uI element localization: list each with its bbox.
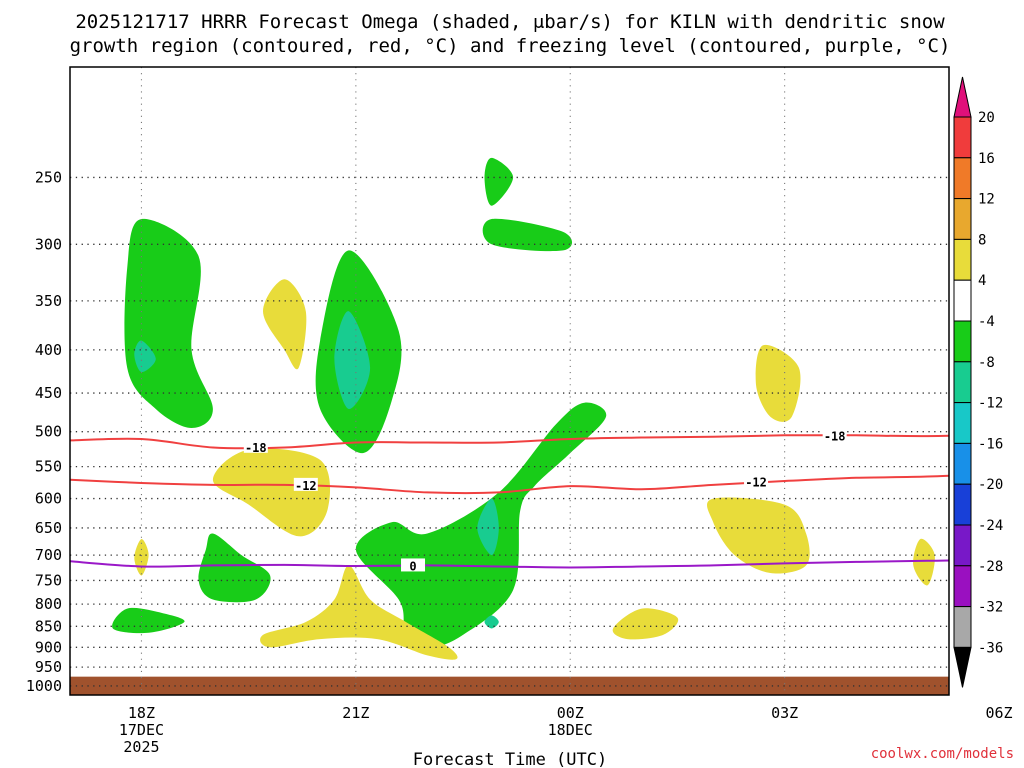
x-tick-18Z-line0: 18Z xyxy=(128,704,155,722)
y-tick-450: 450 xyxy=(35,384,62,402)
x-tick-00Z-line1: 18DEC xyxy=(548,721,593,739)
omega-region--4-12 xyxy=(198,533,271,603)
x-tick-18Z-line1: 17DEC xyxy=(119,721,164,739)
colorbar-swatch-2 xyxy=(953,198,972,240)
colorbar-label-16: 16 xyxy=(978,151,995,167)
omega-region--4-5 xyxy=(484,157,514,206)
omega-shading-layer xyxy=(112,157,935,660)
omega-region-4-17 xyxy=(612,608,679,640)
isotherm-label--18-0: -18 xyxy=(245,441,267,455)
y-axis-ticks: 250 300 350 400 450 500 550 600 650 700 750 800 850 9… xyxy=(26,168,62,694)
ground-surface xyxy=(70,676,949,695)
isotherm-layer: -18 -18 -12 -12 0 xyxy=(70,428,949,573)
colorbar-swatch-12 xyxy=(953,606,972,648)
colorbar-swatch-8 xyxy=(953,442,972,485)
omega-region--4-0 xyxy=(124,218,213,428)
colorbar-label--36: -36 xyxy=(978,640,1003,656)
isotherm-label-bg xyxy=(744,474,769,488)
omega-region--4-13 xyxy=(112,607,185,634)
x-tick-03Z-line0: 03Z xyxy=(771,704,798,722)
y-tick-300: 300 xyxy=(35,235,62,253)
isotherm-0 xyxy=(70,559,949,569)
colorbar-label-20: 20 xyxy=(978,110,995,126)
y-tick-350: 350 xyxy=(35,292,62,310)
isotherm-label-bg xyxy=(293,477,318,491)
plot-frame xyxy=(69,66,950,696)
x-tick-00Z-line0: 00Z xyxy=(557,704,584,722)
isotherm--18 xyxy=(70,434,949,450)
y-tick-500: 500 xyxy=(35,423,62,441)
colorbar-swatch-1 xyxy=(953,157,972,200)
colorbar-swatch-4 xyxy=(953,279,972,322)
omega-region--8-10 xyxy=(484,615,499,629)
isotherm-label--12-1: -12 xyxy=(745,476,767,490)
omega-region-4-11 xyxy=(260,565,458,660)
colorbar-label--24: -24 xyxy=(978,518,1003,534)
colorbar-swatch-6 xyxy=(953,361,972,404)
x-axis-ticks: 18Z17DEC202521Z00Z18DEC03Z06Z09Z xyxy=(119,704,1013,756)
omega-region--4-6 xyxy=(482,218,573,252)
colorbar-swatch-7 xyxy=(953,402,972,444)
plot-area: -18 -18 -12 -12 0 xyxy=(70,67,949,695)
y-tick-700: 700 xyxy=(35,546,62,564)
y-tick-550: 550 xyxy=(35,458,62,476)
y-tick-900: 900 xyxy=(35,638,62,656)
colorbar-swatch-10 xyxy=(953,524,972,567)
colorbar-swatch-0 xyxy=(953,116,972,159)
y-tick-400: 400 xyxy=(35,341,62,359)
y-tick-650: 650 xyxy=(35,519,62,537)
colorbar-label--16: -16 xyxy=(978,436,1003,452)
y-tick-1000: 1000 xyxy=(26,677,62,695)
isotherm-label-0-0: 0 xyxy=(409,559,416,573)
omega-region--8-9 xyxy=(477,498,499,556)
y-tick-250: 250 xyxy=(35,168,62,186)
chart-title-line2: growth region (contoured, red, °C) and f… xyxy=(70,35,951,57)
isotherm-label--12-0: -12 xyxy=(295,479,317,493)
x-axis-title: Forecast Time (UTC) xyxy=(413,750,607,768)
omega-region-4-15 xyxy=(755,344,801,422)
y-tick-800: 800 xyxy=(35,595,62,613)
x-tick-18Z-line2: 2025 xyxy=(123,738,159,756)
y-tick-750: 750 xyxy=(35,571,62,589)
colorbar-label-8: 8 xyxy=(978,232,986,248)
omega-region--8-1 xyxy=(134,340,156,373)
isotherm-label-bg xyxy=(243,439,268,453)
omega-region--8-4 xyxy=(334,311,371,410)
omega-region-4-2 xyxy=(263,279,307,370)
y-tick-850: 850 xyxy=(35,617,62,635)
colorbar-label-4: 4 xyxy=(978,273,986,289)
colorbar: 20 16 12 8 4 -4 -8 -12 -16 -20 -24 -28 -32 -36 xyxy=(953,76,1003,688)
colorbar-swatch-9 xyxy=(953,483,972,526)
isotherm-label--18-1: -18 xyxy=(824,429,846,443)
colorbar-swatch-5 xyxy=(953,320,972,363)
colorbar-swatch-11 xyxy=(953,565,972,608)
y-tick-600: 600 xyxy=(35,490,62,508)
colorbar-label--28: -28 xyxy=(978,559,1003,575)
colorbar-label--12: -12 xyxy=(978,396,1003,412)
x-tick-06Z-line0: 06Z xyxy=(985,704,1012,722)
colorbar-label--8: -8 xyxy=(978,355,995,371)
colorbar-label--4: -4 xyxy=(978,314,995,330)
colorbar-label-12: 12 xyxy=(978,192,995,208)
omega-region-4-7 xyxy=(212,448,331,537)
colorbar-top-arrow xyxy=(953,76,972,118)
colorbar-label--32: -32 xyxy=(978,600,1003,616)
colorbar-bottom-arrow xyxy=(953,646,972,688)
isotherm-label-bg xyxy=(822,428,847,442)
credit-text: coolwx.com/models xyxy=(871,746,1014,762)
x-tick-21Z-line0: 21Z xyxy=(342,704,369,722)
omega-region-4-18 xyxy=(913,538,935,586)
isotherm-label-bg xyxy=(401,558,426,572)
gridlines xyxy=(70,67,949,695)
y-tick-950: 950 xyxy=(35,658,62,676)
colorbar-swatch-3 xyxy=(953,238,972,281)
colorbar-label--20: -20 xyxy=(978,477,1003,493)
chart-title-line1: 2025121717 HRRR Forecast Omega (shaded, … xyxy=(75,11,945,33)
